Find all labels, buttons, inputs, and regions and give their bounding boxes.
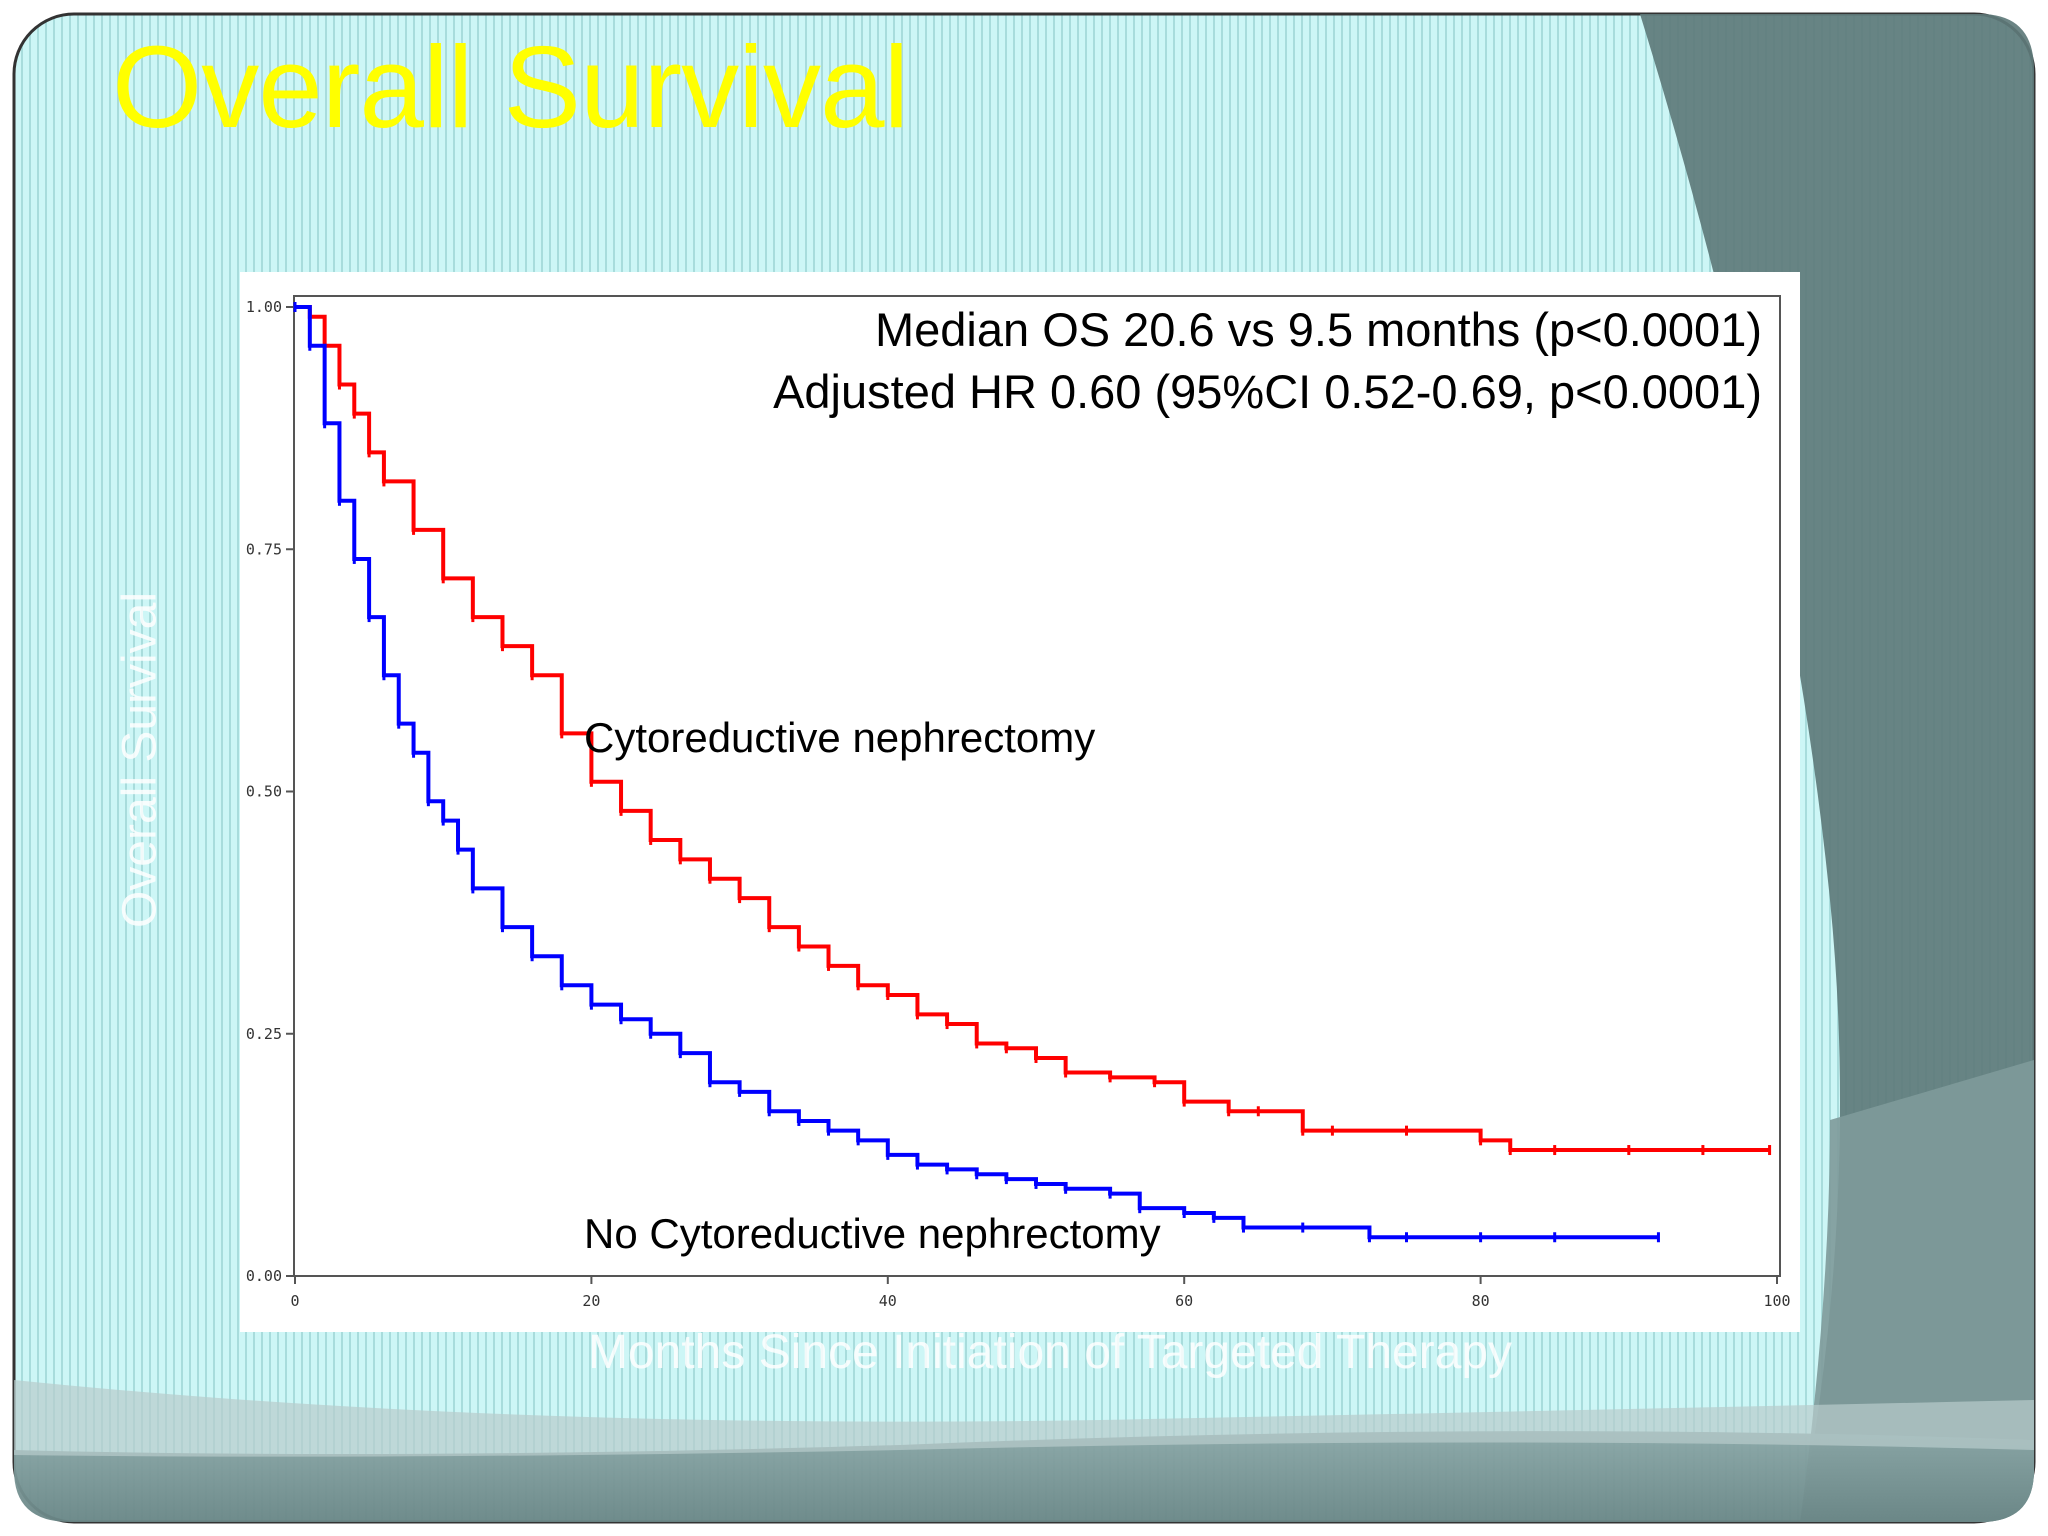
y-tick-label: 0.50	[246, 783, 282, 801]
x-tick-label: 100	[1763, 1292, 1790, 1310]
series-label-cytoreductive: Cytoreductive nephrectomy	[584, 714, 1095, 761]
x-axis-label: Months Since Initiation of Targeted Ther…	[587, 1326, 1513, 1379]
survival-chart: 0 20 40 60 80 100 0.00 0.25 0.50 0.75 1.00 Median …	[246, 295, 1791, 1310]
series-layer	[293, 302, 1772, 1243]
y-tick-label: 0.25	[246, 1025, 282, 1043]
axes: 0 20 40 60 80 100 0.00 0.25 0.50 0.75 1.00	[246, 295, 1791, 1310]
chart-panel: 0 20 40 60 80 100 0.00 0.25 0.50 0.75 1.00 Median …	[240, 272, 1800, 1332]
series-label-no-cytoreductive: No Cytoreductive nephrectomy	[584, 1210, 1161, 1257]
y-tick-label: 0.75	[246, 540, 282, 558]
x-tick-label: 60	[1175, 1292, 1193, 1310]
series-line-1	[295, 305, 1659, 1240]
y-tick-label: 0.00	[246, 1267, 282, 1285]
x-tick-label: 20	[582, 1292, 600, 1310]
plot-frame	[293, 295, 1781, 1277]
x-tick-label: 80	[1472, 1292, 1490, 1310]
x-tick-label: 40	[879, 1292, 897, 1310]
y-tick-label: 1.00	[246, 298, 282, 316]
slide-title: Overall Survival	[112, 22, 909, 152]
x-tick-label: 0	[290, 1292, 299, 1310]
y-axis-label: Overall Survival	[113, 591, 167, 929]
annotation-median-os: Median OS 20.6 vs 9.5 months (p<0.0001)	[875, 303, 1762, 356]
bottom-band	[14, 1380, 2034, 1457]
annotation-hazard-ratio: Adjusted HR 0.60 (95%CI 0.52-0.69, p<0.0…	[773, 365, 1762, 418]
